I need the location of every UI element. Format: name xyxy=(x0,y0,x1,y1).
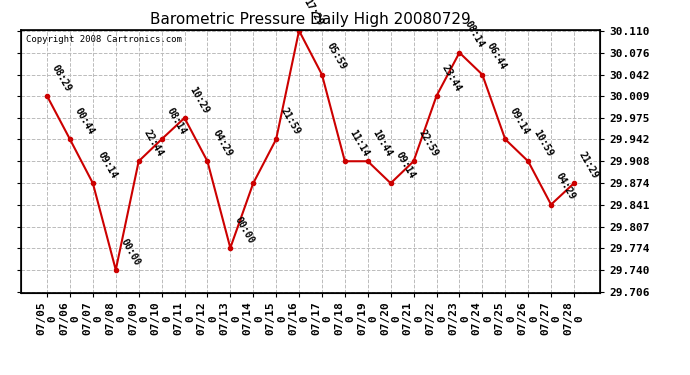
Text: 05:59: 05:59 xyxy=(325,41,348,72)
Text: 10:29: 10:29 xyxy=(187,85,210,115)
Text: 10:44: 10:44 xyxy=(371,128,394,159)
Text: 00:00: 00:00 xyxy=(119,237,142,267)
Text: 04:29: 04:29 xyxy=(210,128,233,159)
Text: 00:44: 00:44 xyxy=(72,106,96,136)
Text: 00:00: 00:00 xyxy=(233,214,257,245)
Text: 17:29: 17:29 xyxy=(302,0,325,28)
Text: 22:59: 22:59 xyxy=(416,128,440,159)
Text: 08:14: 08:14 xyxy=(164,106,188,136)
Text: 04:29: 04:29 xyxy=(554,171,577,202)
Text: 06:44: 06:44 xyxy=(485,41,509,72)
Title: Barometric Pressure Daily High 20080729: Barometric Pressure Daily High 20080729 xyxy=(150,12,471,27)
Text: 11:14: 11:14 xyxy=(348,128,371,159)
Text: 09:14: 09:14 xyxy=(96,150,119,180)
Text: 21:29: 21:29 xyxy=(577,150,600,180)
Text: 10:59: 10:59 xyxy=(531,128,554,159)
Text: 09:14: 09:14 xyxy=(508,106,531,136)
Text: 08:29: 08:29 xyxy=(50,63,73,93)
Text: 21:59: 21:59 xyxy=(279,106,302,136)
Text: 09:14: 09:14 xyxy=(393,150,417,180)
Text: 22:44: 22:44 xyxy=(141,128,165,159)
Text: 08:14: 08:14 xyxy=(462,20,486,50)
Text: 23:44: 23:44 xyxy=(440,63,462,93)
Text: Copyright 2008 Cartronics.com: Copyright 2008 Cartronics.com xyxy=(26,35,182,44)
